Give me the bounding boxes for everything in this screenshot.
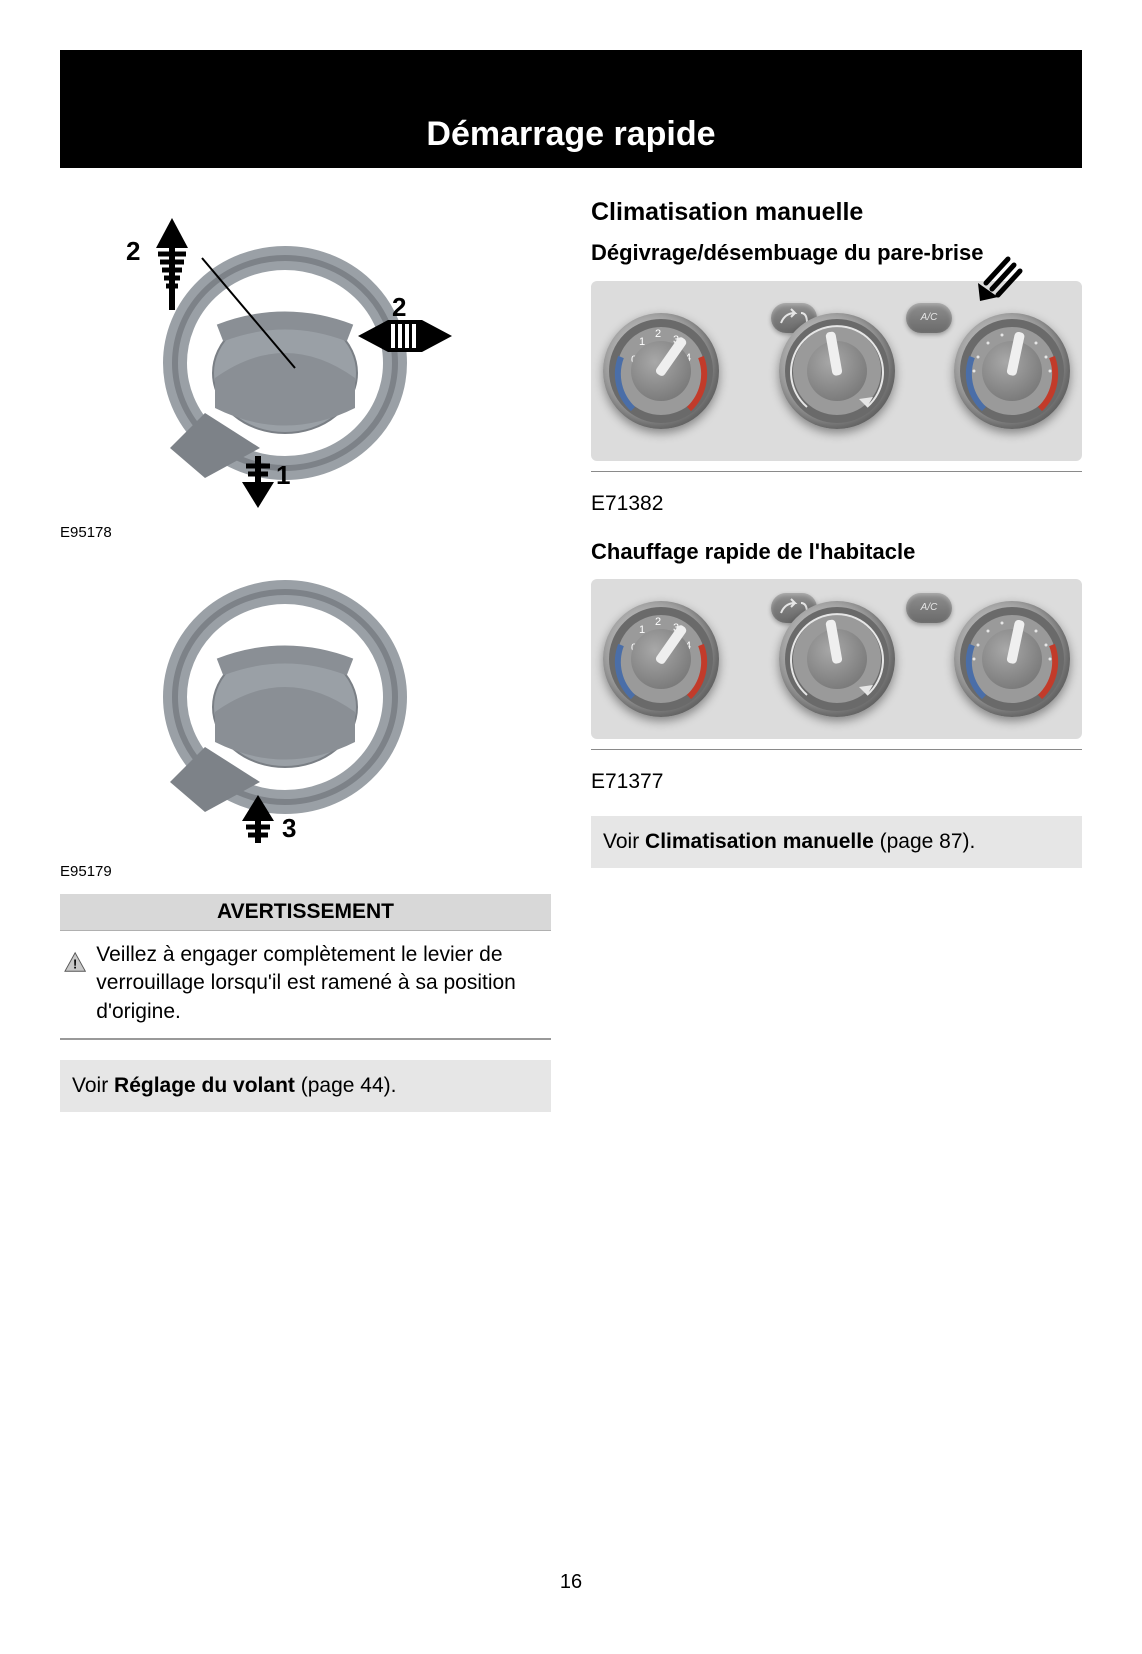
ac-button-2: A/C [906, 593, 952, 623]
panel2-rule [591, 749, 1082, 750]
page-root: Démarrage rapide [0, 0, 1142, 1152]
fig2-caption: E95179 [60, 863, 551, 880]
ac-button-1: A/C [906, 303, 952, 333]
right-h1: Climatisation manuelle [591, 198, 1082, 227]
dial-1-1: 0 1 2 3 4 [603, 313, 719, 429]
see-climate: Voir Climatisation manuelle (page 87). [591, 816, 1082, 868]
steering-svg-2 [60, 567, 460, 857]
panel1-rule [591, 471, 1082, 472]
dial-1-3 [954, 313, 1070, 429]
fig2-label-bottom: 3 [282, 813, 296, 844]
page-header: Démarrage rapide [60, 50, 1082, 168]
right-column: Climatisation manuelle Dégivrage/désembu… [591, 198, 1082, 1112]
see-steering: Voir Réglage du volant (page 44). [60, 1060, 551, 1112]
see-climate-bold: Climatisation manuelle [645, 830, 874, 853]
svg-text:2: 2 [655, 616, 661, 628]
dial-2-2 [779, 601, 895, 717]
see-climate-prefix: Voir [603, 830, 645, 853]
content-columns: 2 2 1 E95178 [60, 198, 1082, 1112]
climate-panel-1: A/C 0 1 2 3 4 [591, 281, 1082, 461]
left-column: 2 2 1 E95178 [60, 198, 551, 1112]
warning-icon: ! [64, 941, 86, 983]
climate-panel-2: A/C 0 1 2 3 4 [591, 579, 1082, 739]
svg-text:!: ! [73, 957, 77, 971]
dial-2-3 [954, 601, 1070, 717]
warning-body: ! Veillez à engager complètement le levi… [60, 931, 551, 1040]
page-title: Démarrage rapide [60, 115, 1082, 154]
panel2-caption: E71377 [591, 764, 1082, 794]
warning-text: Veillez à engager complètement le levier… [96, 941, 543, 1026]
fig1-label-right: 2 [392, 292, 406, 323]
panel1-caption: E71382 [591, 486, 1082, 516]
header-inner: Démarrage rapide [60, 97, 1082, 168]
dial-2-1: 0 1 2 3 4 [603, 601, 719, 717]
see-climate-suffix: (page 87). [874, 830, 976, 853]
dial-1-2 [779, 313, 895, 429]
warning-header: AVERTISSEMENT [60, 894, 551, 931]
see-steering-bold: Réglage du volant [114, 1074, 295, 1097]
section2-h2: Chauffage rapide de l'habitacle [591, 538, 1082, 566]
svg-text:2: 2 [655, 328, 661, 340]
fig1-label-bottom: 1 [276, 460, 290, 491]
panel1-arrow-icon [964, 253, 1024, 313]
see-steering-prefix: Voir [72, 1074, 114, 1097]
steering-figure-2: 3 [60, 567, 460, 857]
steering-figure-1: 2 2 1 [60, 198, 460, 518]
see-steering-suffix: (page 44). [295, 1074, 397, 1097]
fig1-label-top: 2 [126, 236, 140, 267]
steering-svg-1 [60, 198, 460, 518]
page-number: 16 [0, 1571, 1142, 1594]
warning-box: AVERTISSEMENT ! Veillez à engager complè… [60, 894, 551, 1040]
fig1-caption: E95178 [60, 524, 551, 541]
